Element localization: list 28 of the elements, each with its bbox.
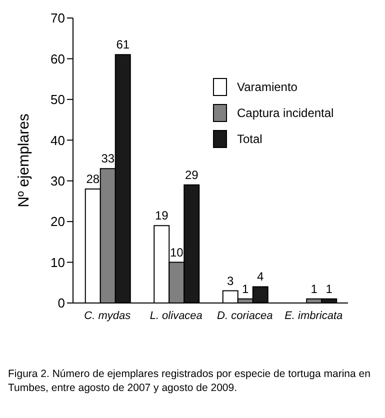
x-tick-label: D. coriacea [217,310,273,322]
y-tick-label: 50 [50,92,65,108]
y-tick-label: 30 [50,173,65,188]
x-tick-label: C. mydas [84,310,132,322]
y-tick-label: 40 [50,132,65,148]
data-label: 33 [101,152,115,166]
data-label: 19 [154,208,169,223]
data-label: 10 [170,245,184,260]
data-label: 1 [242,282,250,296]
legend-label: Captura incidental [237,106,334,120]
data-label: 61 [116,38,130,52]
data-label: 1 [310,282,318,296]
data-label: 29 [184,168,199,182]
data-label: 1 [326,282,333,296]
data-label: 3 [227,274,234,288]
legend-label: Total [237,132,262,146]
y-axis-title: Nº ejemplares [15,114,32,208]
y-tick-label: 10 [50,254,65,270]
y-tick-label: 70 [50,10,65,26]
y-tick-label: 20 [50,214,65,230]
x-tick-label: E. imbricata [284,310,343,322]
data-label: 28 [86,172,100,186]
data-label: 4 [257,270,264,284]
legend-label: Varamiento [237,80,298,94]
x-tick-label: L. olivacea [150,310,202,322]
text: Figura 2. Número de ejemplares registrados por especie de tortuga marina en Tumbes, entre agosto de 2007 y agosto de 2009. [8,368,372,396]
y-tick-label: 60 [50,51,65,66]
y-tick-label: 0 [58,296,65,311]
